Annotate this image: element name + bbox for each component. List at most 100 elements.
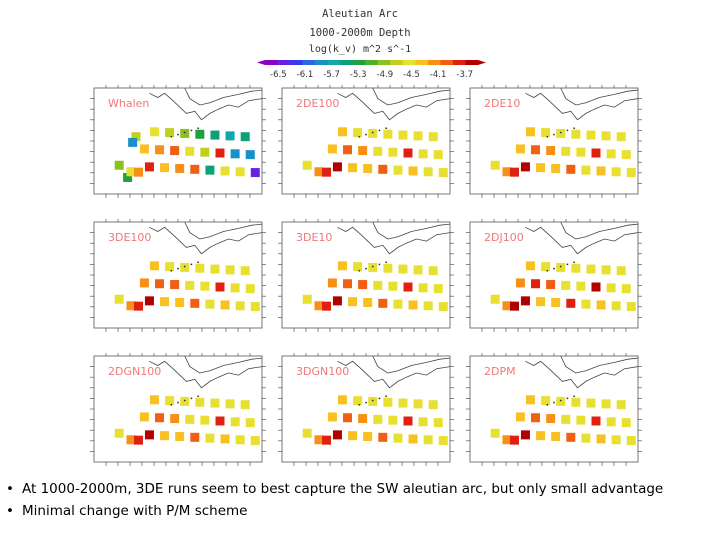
data-cell: -5.8 <box>128 137 138 147</box>
panel-label: 2DE10 <box>484 97 520 110</box>
colorbar-segment <box>352 60 366 65</box>
island-dot <box>385 261 388 264</box>
data-cell: -4.6 <box>438 436 448 446</box>
data-cell: -4.1 <box>502 167 512 177</box>
data-cell: -4.9 <box>180 128 190 138</box>
island-dot <box>197 127 200 130</box>
data-cell: -4.4 <box>160 297 170 307</box>
panel-label: 3DGN100 <box>296 365 349 378</box>
data-cell: -4.6 <box>368 396 378 406</box>
colorbar-tick-label: -6.5 <box>270 70 287 80</box>
data-cell: -4.6 <box>611 167 621 177</box>
chart-title: Aleutian Arc <box>322 8 398 20</box>
data-cell: -4.4 <box>536 431 546 441</box>
data-cell: -4.6 <box>581 165 591 175</box>
data-cell: -3.8 <box>134 435 144 445</box>
island-dot <box>190 397 193 400</box>
map-panel: -4.6-4.1-3.7-4.3-3.6-4.4-4-4.4-4.6-4.1-4… <box>466 85 642 198</box>
data-cell: -4.6 <box>205 433 215 443</box>
data-cell: -4.3 <box>515 412 525 422</box>
data-cell: -4.6 <box>576 281 586 291</box>
data-cell: -4.6 <box>616 132 626 142</box>
data-cell: -4.4 <box>139 144 149 154</box>
data-cell: -4.6 <box>571 397 581 407</box>
data-cell: -4.6 <box>423 435 433 445</box>
data-cell: -4.3 <box>175 431 185 441</box>
data-cell: -4.6 <box>149 127 159 137</box>
island-dot <box>546 403 549 406</box>
island-dot <box>546 269 549 272</box>
data-cell: -4.4 <box>596 300 606 310</box>
data-cell: -4.6 <box>165 396 175 406</box>
data-cell: -4.4 <box>337 127 347 137</box>
map-panel: -4.6-4.1-3.7-4.3-3.6-4.4-4-4.4-4.6-4.1-4… <box>466 353 642 466</box>
data-cell: -4.6 <box>235 167 245 177</box>
island-dot <box>553 267 555 270</box>
data-cell: -4.6 <box>576 415 586 425</box>
data-cell: -3.8 <box>403 282 413 292</box>
island-dot <box>190 129 193 132</box>
data-cell: -4.2 <box>175 163 185 173</box>
data-cell: -4.5 <box>561 146 571 156</box>
data-cell: -3.9 <box>566 432 576 442</box>
colorbar-tick-label: -6.1 <box>297 70 314 80</box>
data-cell: -4.4 <box>408 166 418 176</box>
data-cell: -5.6 <box>225 131 235 141</box>
data-cell: -4.6 <box>611 301 621 311</box>
data-cell: -4.6 <box>180 396 190 406</box>
data-cell: -4.6 <box>205 299 215 309</box>
data-cell: -4.6 <box>601 265 611 275</box>
data-cell: -4.6 <box>541 396 551 406</box>
data-cell: -4.6 <box>556 396 566 406</box>
island-dot <box>573 127 576 130</box>
island-dot <box>573 261 576 264</box>
island-dot <box>371 399 374 402</box>
data-cell: -4.7 <box>131 132 141 142</box>
data-cell: -4.1 <box>358 414 368 424</box>
data-cell: -4.4 <box>337 395 347 405</box>
coastline <box>149 92 263 121</box>
data-cell: -4.6 <box>413 265 423 275</box>
data-cell: -5.3 <box>123 172 133 182</box>
colorbar-segment <box>290 60 303 65</box>
data-cell: -4.6 <box>571 129 581 139</box>
data-cell: -4.3 <box>551 163 561 173</box>
panel-label: 2DJ100 <box>484 231 524 244</box>
coastline <box>184 221 263 240</box>
island-dot <box>183 399 186 402</box>
data-cell: -4.6 <box>250 436 260 446</box>
coastline <box>525 226 639 255</box>
data-cell: -3.9 <box>378 432 388 442</box>
colorbar-segment <box>315 60 329 65</box>
data-cell: -4.9 <box>114 160 124 170</box>
data-cell: -3.8 <box>322 301 332 311</box>
colorbar-segment <box>415 60 429 65</box>
data-cell: -4 <box>170 146 180 156</box>
data-cell: -4.6 <box>418 283 428 293</box>
data-cell: -4.1 <box>314 167 324 177</box>
data-cell: -4.6 <box>165 262 175 272</box>
island-dot <box>553 133 555 136</box>
data-cell: -3.7 <box>322 167 332 177</box>
data-cell: -4.6 <box>541 262 551 272</box>
data-cell: -4.6 <box>616 266 626 276</box>
bullet-item-1: At 1000-2000m, 3DE runs seem to best cap… <box>0 478 720 500</box>
island-dot <box>371 131 374 134</box>
data-cell: -4.2 <box>314 301 324 311</box>
data-cell: -4.1 <box>502 435 512 445</box>
data-cell: -4 <box>343 413 353 423</box>
data-cell: -4.6 <box>621 150 631 160</box>
data-cell: -4.6 <box>368 262 378 272</box>
coastline <box>525 360 639 389</box>
data-cell: -4.6 <box>383 397 393 407</box>
data-cell: -4.6 <box>576 147 586 157</box>
data-cell: -3.7 <box>144 162 154 172</box>
data-cell: -4.4 <box>160 163 170 173</box>
data-cell: -4.6 <box>388 281 398 291</box>
data-cell: -4.3 <box>149 261 159 271</box>
data-cell: -4.6 <box>114 428 124 438</box>
data-cell: -3.9 <box>155 279 165 289</box>
data-cell: -4.6 <box>428 400 438 410</box>
map-panel: -4.6-4.1-3.6-4.2-3.6-4.3-3.8-4.4-4.6-4-4… <box>466 219 642 332</box>
data-cell: -4.6 <box>423 301 433 311</box>
